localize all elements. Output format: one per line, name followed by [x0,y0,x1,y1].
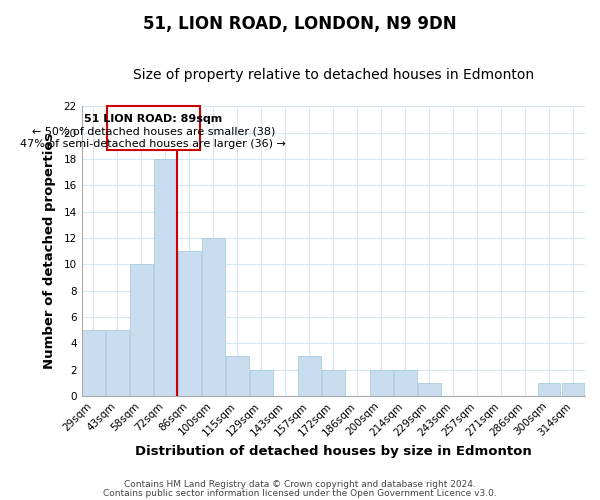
Bar [370,370,392,396]
Bar [322,370,344,396]
Bar [82,330,105,396]
Text: 51, LION ROAD, LONDON, N9 9DN: 51, LION ROAD, LONDON, N9 9DN [143,15,457,33]
Bar [538,382,560,396]
Bar [418,382,440,396]
Text: 51 LION ROAD: 89sqm: 51 LION ROAD: 89sqm [85,114,223,124]
Title: Size of property relative to detached houses in Edmonton: Size of property relative to detached ho… [133,68,534,82]
Bar [250,370,273,396]
Text: 47% of semi-detached houses are larger (36) →: 47% of semi-detached houses are larger (… [20,139,286,149]
FancyBboxPatch shape [107,106,200,150]
Bar [298,356,320,396]
Text: ← 50% of detached houses are smaller (38): ← 50% of detached houses are smaller (38… [32,126,275,136]
Bar [154,159,177,396]
Bar [394,370,416,396]
Y-axis label: Number of detached properties: Number of detached properties [43,133,56,369]
X-axis label: Distribution of detached houses by size in Edmonton: Distribution of detached houses by size … [135,444,532,458]
Bar [178,251,201,396]
Bar [202,238,225,396]
Bar [130,264,153,396]
Bar [562,382,584,396]
Bar [226,356,249,396]
Bar [106,330,129,396]
Text: Contains public sector information licensed under the Open Government Licence v3: Contains public sector information licen… [103,488,497,498]
Text: Contains HM Land Registry data © Crown copyright and database right 2024.: Contains HM Land Registry data © Crown c… [124,480,476,489]
